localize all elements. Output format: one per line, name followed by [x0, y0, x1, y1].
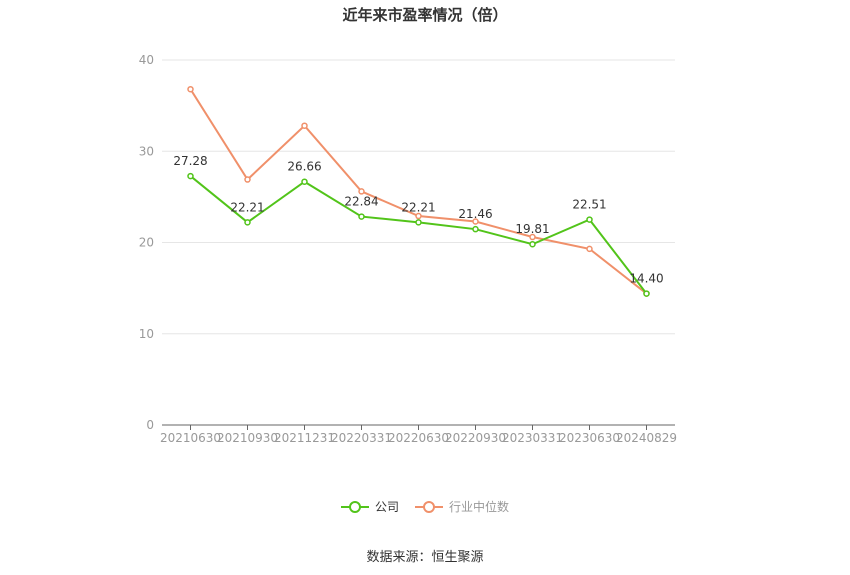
legend-item[interactable]: 行业中位数: [415, 498, 509, 515]
legend-label: 公司: [374, 500, 399, 514]
data-point: [301, 122, 308, 129]
data-point: [586, 216, 593, 223]
grid-lines: [162, 59, 675, 335]
x-tick-label: 20220930: [445, 431, 506, 445]
legend-item[interactable]: 公司: [340, 498, 399, 515]
x-tick-label: 20210630: [160, 431, 221, 445]
x-tick-label: 20240829: [616, 431, 677, 445]
legend-swatch: [415, 500, 443, 513]
data-point: [472, 218, 479, 225]
x-tick-label: 20210930: [217, 431, 278, 445]
y-tick-label: 0: [146, 418, 154, 432]
data-label: 27.28: [173, 154, 207, 168]
chart-title: 近年来市盈率情况（倍）: [342, 6, 508, 24]
legend: 公司 行业中位数: [0, 498, 850, 515]
data-label: 21.46: [458, 207, 492, 221]
data-point: [529, 240, 536, 248]
y-tick-label: 10: [139, 327, 154, 341]
data-label: 22.51: [572, 198, 606, 212]
data-label: 22.21: [401, 200, 435, 214]
data-label: 22.21: [230, 200, 264, 214]
series-lines: [187, 85, 650, 297]
data-point: [244, 176, 251, 183]
source-note: 数据来源：恒生聚源: [366, 550, 484, 565]
data-point: [301, 178, 308, 185]
data-label: 26.66: [287, 160, 321, 174]
data-point: [529, 233, 536, 241]
data-label: 22.84: [344, 195, 378, 209]
x-tick-label: 20220630: [388, 431, 449, 445]
y-tick-label: 20: [139, 236, 154, 250]
data-point: [643, 290, 650, 297]
data-point: [415, 219, 422, 226]
data-point: [187, 85, 194, 93]
data-label: 14.40: [629, 272, 663, 286]
series-line: [189, 88, 648, 295]
data-point: [244, 219, 251, 226]
data-point: [187, 172, 194, 180]
x-tick-label: 20220331: [331, 431, 392, 445]
data-point: [472, 225, 479, 233]
x-tick-label: 20230630: [559, 431, 620, 445]
x-tick-label: 20211231: [274, 431, 335, 445]
y-tick-label: 30: [139, 144, 154, 158]
data-point: [358, 188, 365, 195]
data-label: 19.81: [515, 222, 549, 236]
series-line: [189, 175, 648, 295]
y-tick-label: 40: [139, 53, 154, 67]
data-point: [586, 245, 593, 253]
data-labels: 27.28 22.21 26.66 22.84 22.21 21.46 19.81 22.51…: [173, 154, 663, 286]
data-point: [358, 213, 365, 220]
axes: 0 10 20 30 40 2021063020210930202112312022033…: [139, 53, 677, 445]
legend-swatch-marker: [423, 500, 435, 513]
x-tick-label: 20230331: [502, 431, 563, 445]
legend-label: 行业中位数: [449, 500, 510, 514]
data-point: [415, 212, 422, 220]
legend-swatch: [340, 500, 369, 513]
legend-swatch-marker: [348, 500, 361, 513]
